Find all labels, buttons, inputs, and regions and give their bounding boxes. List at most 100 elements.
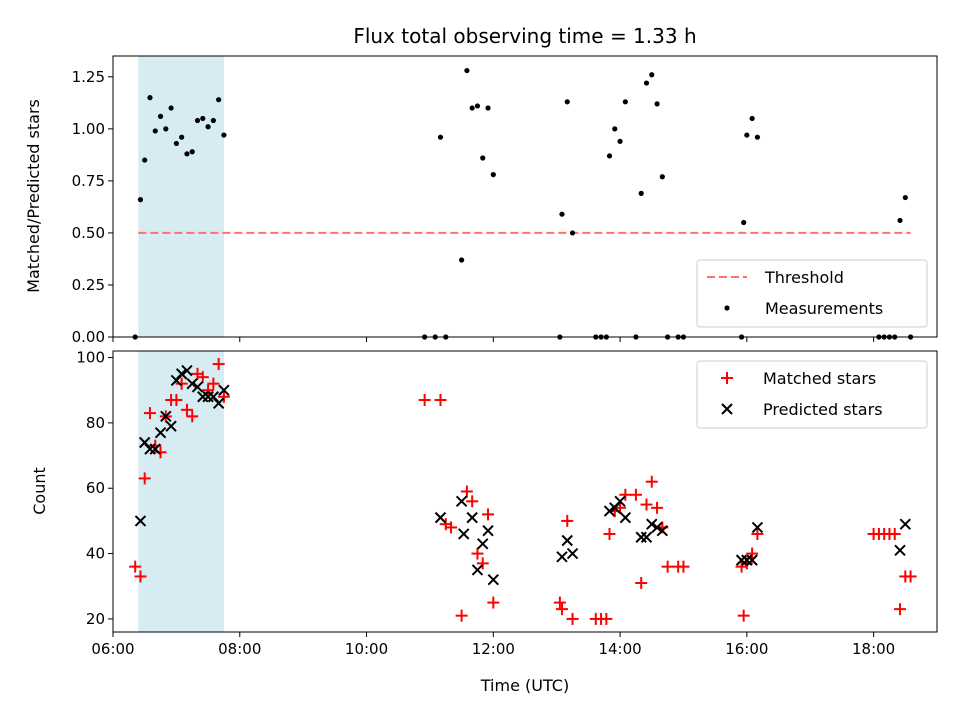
measurements-point [612, 126, 618, 132]
ratio-axis-ticks: 0.00 0.25 0.50 0.75 1.00 1.25 [72, 68, 875, 346]
measurements-point [754, 134, 761, 140]
matched-stars-point [629, 488, 642, 501]
count-y-axis-label: Count [30, 467, 49, 515]
x-tick-label-08-00: 08:00 [218, 640, 261, 658]
count-series [129, 358, 917, 625]
matched-stars-point [186, 410, 199, 423]
measurements-legend-label: Measurements [765, 299, 883, 318]
count-y-tick-label-60: 60 [86, 479, 105, 497]
measurements-point [437, 134, 444, 140]
count-y-tick-label-40: 40 [86, 545, 105, 563]
measurements-point [606, 153, 613, 159]
ratio-y-axis-label: Matched/Predicted stars [24, 99, 43, 293]
predicted-stars-point [646, 518, 658, 530]
matched-stars-point [455, 609, 468, 622]
matched-stars-point [619, 488, 632, 501]
predicted-legend-label: Predicted stars [763, 400, 883, 419]
predicted-stars-point [561, 534, 573, 547]
matched-stars-point [645, 475, 658, 488]
ratio-y-tick-label-0-25: 0.25 [72, 276, 105, 294]
measurements-point [216, 97, 222, 103]
measurements-point [157, 113, 164, 119]
predicted-stars-point [471, 564, 484, 576]
count-panel: 20 40 60 80 100 06:00 08:00 10:00 12:00 14:00 16:0… [30, 349, 938, 695]
measurements-point [168, 105, 174, 111]
measurements-point [490, 172, 496, 178]
matched-stars-point [553, 596, 566, 609]
measurements-point [744, 132, 750, 138]
matched-stars-point [566, 612, 579, 625]
predicted-stars-point [894, 544, 906, 557]
predicted-stars-point [181, 364, 193, 377]
matched-stars-point [471, 547, 484, 560]
count-y-tick-label-100: 100 [76, 349, 105, 367]
x-tick-label-14-00: 14:00 [598, 640, 641, 658]
measurements-point [897, 217, 903, 224]
matched-stars-point [212, 358, 225, 371]
measurements-point [559, 211, 565, 217]
measurements-point [173, 140, 179, 147]
measurements-point [184, 151, 190, 157]
matched-stars-point [175, 377, 188, 390]
predicted-stars-point [556, 551, 568, 563]
matched-stars-point [746, 547, 759, 560]
matched-stars-point [180, 403, 193, 416]
predicted-legend-swatch [721, 403, 733, 415]
ratio-legend-box [696, 259, 928, 328]
matched-stars-point [170, 394, 183, 407]
predicted-stars-point [149, 443, 161, 455]
ratio-y-tick-label-0-75: 0.75 [72, 172, 105, 190]
ratio-y-tick-label-0-50: 0.50 [72, 224, 105, 242]
matched-stars-point [555, 603, 568, 616]
predicted-stars-point [746, 554, 758, 566]
measurements-point [485, 105, 491, 111]
predicted-stars-point [656, 525, 669, 537]
predicted-stars-point [134, 515, 147, 527]
predicted-stars-point [603, 505, 616, 517]
predicted-stars-point [651, 521, 663, 534]
x-axis-label: Time (UTC) [480, 676, 569, 695]
ratio-y-tick-label-1-25: 1.25 [72, 68, 105, 86]
count-axis-ticks: 20 40 60 80 100 06:00 08:00 10:00 12:00 14:00 16:0… [76, 349, 895, 658]
count-legend: Matched stars Predicted stars [696, 360, 928, 429]
measurements-point [749, 115, 755, 122]
count-panel-frame [112, 350, 938, 633]
matched-stars-point [661, 560, 674, 573]
ratio-legend: Threshold Measurements [696, 259, 928, 328]
x-tick-label-10-00: 10:00 [345, 640, 388, 658]
matched-legend-swatch [721, 372, 733, 384]
measurements-point [654, 101, 660, 107]
highlight-span-top [138, 56, 224, 337]
measurements-point [459, 257, 465, 263]
predicted-stars-point [154, 426, 167, 439]
predicted-stars-point [165, 420, 177, 432]
measurements-point [474, 103, 481, 109]
matched-stars-point [196, 371, 209, 384]
matched-stars-point [751, 527, 764, 540]
matched-stars-point [445, 521, 458, 534]
predicted-stars-point [482, 525, 494, 537]
matched-stars-point [154, 446, 167, 459]
measurements-point [210, 117, 216, 124]
measurements-point [741, 219, 747, 226]
matched-stars-point [561, 514, 574, 527]
predicted-stars-point [434, 511, 447, 524]
matched-stars-point [434, 394, 447, 407]
ratio-y-tick-label-1-00: 1.00 [72, 120, 105, 138]
predicted-stars-point [186, 377, 198, 390]
matched-stars-point [202, 384, 215, 397]
predicted-stars-point [466, 511, 478, 524]
count-legend-box [696, 360, 928, 429]
predicted-stars-point [458, 528, 470, 540]
matched-stars-point [143, 407, 156, 420]
matched-stars-point [904, 570, 917, 583]
predicted-stars-point [619, 511, 632, 524]
matched-stars-point [134, 570, 147, 583]
matched-stars-point [129, 560, 142, 573]
measurements-point [200, 115, 206, 122]
matched-stars-point [482, 508, 495, 521]
predicted-stars-point [191, 381, 204, 393]
matched-stars-point [460, 485, 473, 498]
ratio-panel-frame [112, 55, 938, 338]
